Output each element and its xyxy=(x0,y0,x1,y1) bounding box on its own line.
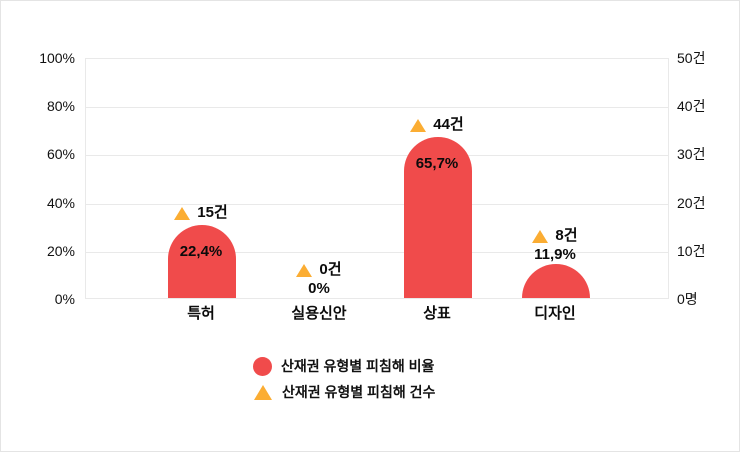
category-label-3: 상표 xyxy=(423,305,451,322)
count-value-label: 44건 xyxy=(433,116,464,133)
bar-특허 xyxy=(168,225,236,298)
left-axis-tick: 0% xyxy=(54,291,75,307)
triangle-marker-icon xyxy=(174,206,191,220)
triangle-marker-icon xyxy=(532,229,549,243)
category-label-1: 특허 xyxy=(187,305,215,322)
left-axis-tick: 40% xyxy=(46,194,75,211)
count-marker-group: 15건 xyxy=(141,205,261,221)
gridline xyxy=(86,204,668,205)
category-label-4: 디자인 xyxy=(534,305,576,322)
left-axis-tick: 60% xyxy=(46,146,75,163)
legend: 산재권 유형별 피침해 비율 산재권 유형별 피침해 건수 xyxy=(253,357,435,402)
bar-상표 xyxy=(404,137,472,298)
right-axis-tick: 10건 xyxy=(677,242,706,259)
legend-label-ratio: 산재권 유형별 피침해 비율 xyxy=(281,358,435,374)
left-axis-tick: 80% xyxy=(46,98,75,115)
gridline xyxy=(86,155,668,156)
ratio-value-label: 11,9% xyxy=(534,246,576,263)
count-value-label: 8건 xyxy=(555,227,578,244)
right-axis-tick: 0명 xyxy=(677,291,698,307)
right-axis-tick: 50건 xyxy=(677,50,706,66)
ratio-value-label: 22,4% xyxy=(179,243,223,260)
triangle-marker-icon xyxy=(254,385,272,400)
count-value-label: 0건 xyxy=(319,261,342,278)
right-axis-tick: 30건 xyxy=(677,146,706,163)
triangle-marker-icon xyxy=(296,263,313,277)
count-marker-group: 0건 xyxy=(259,262,379,278)
gridline xyxy=(86,252,668,253)
legend-item-count: 산재권 유형별 피침해 건수 xyxy=(253,383,435,402)
category-label-2: 실용신안 xyxy=(291,305,347,322)
plot-area xyxy=(85,58,669,299)
ratio-value-label: 0% xyxy=(308,280,330,297)
right-axis-tick: 40건 xyxy=(677,98,706,115)
triangle-marker-icon xyxy=(410,118,427,132)
left-axis-tick: 20% xyxy=(46,242,75,259)
circle-marker-icon xyxy=(253,357,272,376)
left-axis-tick: 100% xyxy=(39,50,75,66)
legend-label-count: 산재권 유형별 피침해 건수 xyxy=(282,384,436,400)
count-marker-group: 8건 xyxy=(495,228,615,244)
ratio-value-label: 65,7% xyxy=(415,155,459,172)
count-marker-group: 44건 xyxy=(377,117,497,133)
legend-item-ratio: 산재권 유형별 피침해 비율 xyxy=(253,357,435,376)
bar-디자인 xyxy=(522,264,590,298)
count-value-label: 15건 xyxy=(197,204,228,221)
right-axis-tick: 20건 xyxy=(677,194,706,211)
gridline xyxy=(86,107,668,108)
